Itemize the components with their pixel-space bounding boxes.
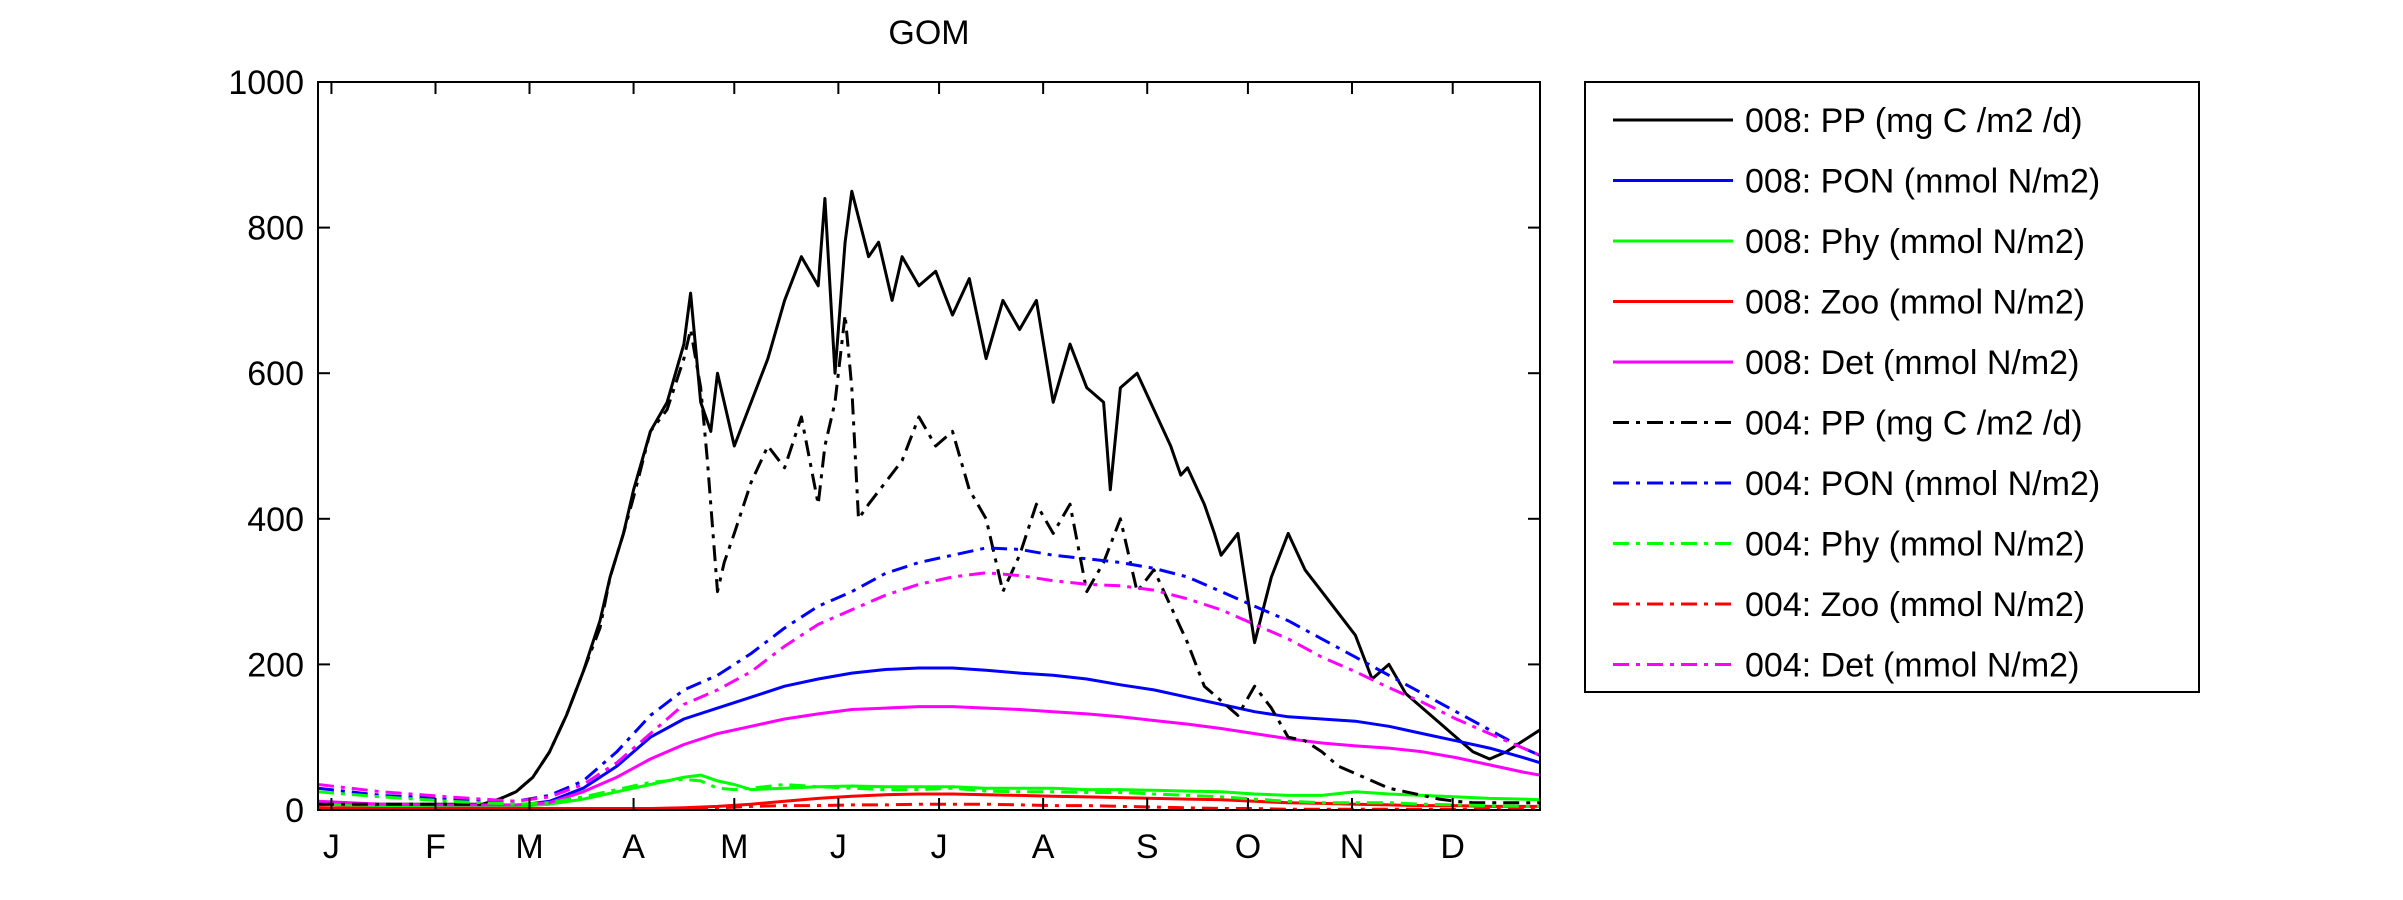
x-tick-label: J xyxy=(830,828,847,866)
y-tick-label: 1000 xyxy=(228,64,304,102)
x-tick-label: M xyxy=(515,828,543,866)
y-tick-label: 200 xyxy=(247,646,304,684)
x-tick-label: J xyxy=(323,828,340,866)
legend-box xyxy=(1584,81,2200,693)
series-line-2 xyxy=(318,773,1540,808)
x-tick-label: O xyxy=(1235,828,1261,866)
legend-label: 004: PON (mmol N/m2) xyxy=(1745,465,2100,503)
x-tick-label: D xyxy=(1440,828,1465,866)
y-tick-label: 400 xyxy=(247,501,304,539)
y-tick-label: 0 xyxy=(285,792,304,830)
plot-area-frame xyxy=(317,81,1541,811)
axis-ticks: 0 200 400 600 800 1000 J F M A M J J A S O N D xyxy=(228,64,1540,866)
legend-label: 004: Det (mmol N/m2) xyxy=(1745,647,2079,685)
series-line-6 xyxy=(318,546,1540,803)
series-line-5 xyxy=(318,313,1540,806)
x-tick-label: A xyxy=(1032,828,1055,866)
x-tick-label: J xyxy=(931,828,948,866)
legend-label: 004: Phy (mmol N/m2) xyxy=(1745,526,2085,564)
series-line-0 xyxy=(318,189,1540,806)
x-tick-label: S xyxy=(1136,828,1159,866)
y-tick-label: 600 xyxy=(247,355,304,393)
x-tick-label: A xyxy=(622,828,645,866)
series-layer xyxy=(318,189,1540,810)
chart-title: GOM xyxy=(888,14,969,52)
series-line-1 xyxy=(318,666,1540,808)
legend-label: 008: PP (mg C /m2 /d) xyxy=(1745,102,2083,140)
legend: 008: PP (mg C /m2 /d) 008: PON (mmol N/m2… xyxy=(1584,81,2200,693)
legend-label: 008: PON (mmol N/m2) xyxy=(1745,163,2100,201)
series-line-4 xyxy=(318,705,1540,807)
legend-label: 004: Zoo (mmol N/m2) xyxy=(1745,586,2085,624)
x-tick-label: N xyxy=(1340,828,1365,866)
x-tick-label: M xyxy=(720,828,748,866)
legend-label: 008: Phy (mmol N/m2) xyxy=(1745,223,2085,261)
x-tick-label: F xyxy=(425,828,446,866)
legend-label: 008: Zoo (mmol N/m2) xyxy=(1745,284,2085,322)
series-line-9 xyxy=(318,571,1540,803)
legend-label: 008: Det (mmol N/m2) xyxy=(1745,344,2079,382)
y-tick-label: 800 xyxy=(247,210,304,248)
legend-label: 004: PP (mg C /m2 /d) xyxy=(1745,405,2083,443)
